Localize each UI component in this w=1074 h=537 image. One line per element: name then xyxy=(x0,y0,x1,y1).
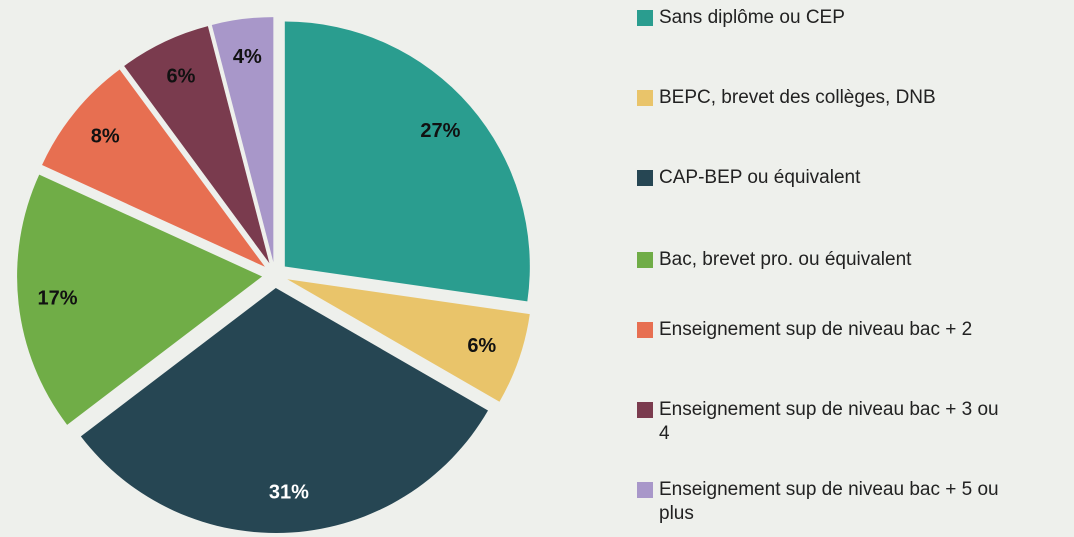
legend-label: BEPC, brevet des collèges, DNB xyxy=(659,87,936,108)
legend-item: Sans diplôme ou CEP xyxy=(637,6,999,30)
pie-slice xyxy=(211,17,274,263)
legend-item: Bac, brevet pro. ou équivalent xyxy=(637,248,999,272)
legend-swatch xyxy=(637,10,653,26)
legend-label: Enseignement sup de niveau bac + 5 ou pl… xyxy=(659,479,999,524)
legend-label: CAP-BEP ou équivalent xyxy=(659,167,861,188)
legend-swatch xyxy=(637,322,653,338)
data-label: 27% xyxy=(420,120,460,142)
data-label: 6% xyxy=(167,66,196,88)
pie-slice xyxy=(287,279,530,402)
legend-swatch xyxy=(637,252,653,268)
legend-label: Enseignement sup de niveau bac + 2 xyxy=(659,319,973,340)
legend-item: Enseignement sup de niveau bac + 3 ou 4 xyxy=(637,398,999,446)
data-label: 8% xyxy=(91,125,120,147)
pie-slice xyxy=(42,69,265,267)
legend-swatch xyxy=(637,90,653,106)
legend-item: Enseignement sup de niveau bac + 5 ou pl… xyxy=(637,478,999,526)
legend-label: Sans diplôme ou CEP xyxy=(659,7,845,28)
pie-slice xyxy=(284,21,530,302)
legend-label: Enseignement sup de niveau bac + 3 ou 4 xyxy=(659,399,999,444)
legend-swatch xyxy=(637,402,653,418)
legend-label: Bac, brevet pro. ou équivalent xyxy=(659,249,912,270)
pie-slice xyxy=(80,287,489,533)
data-label: 6% xyxy=(467,335,496,357)
legend-item: Enseignement sup de niveau bac + 2 xyxy=(637,318,999,342)
data-label: 31% xyxy=(269,482,309,504)
legend-swatch xyxy=(637,482,653,498)
data-label: 17% xyxy=(38,288,78,310)
legend-item: CAP-BEP ou équivalent xyxy=(637,166,999,190)
legend-item: BEPC, brevet des collèges, DNB xyxy=(637,86,999,110)
pie-chart: 27% 6% 31% 17% 8% 6% 4% xyxy=(17,17,530,533)
pie-slice xyxy=(17,174,263,425)
data-label: 4% xyxy=(233,46,262,68)
legend-swatch xyxy=(637,170,653,186)
pie-slice xyxy=(124,26,270,264)
